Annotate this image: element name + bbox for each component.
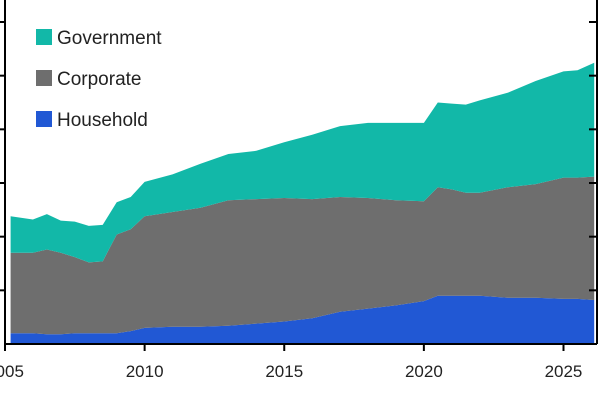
- legend-label-government: Government: [57, 28, 162, 49]
- series-area-corporate: [10, 176, 595, 335]
- x-tick-label-2015: 2015: [265, 362, 303, 381]
- legend: Government Corporate Household: [36, 28, 162, 131]
- x-tick-label-2005: 2005: [0, 362, 24, 381]
- x-tick-label-2025: 2025: [545, 362, 583, 381]
- axes: 2005 2010 2015 2020 2025: [0, 0, 598, 381]
- x-tick-label-2010: 2010: [126, 362, 164, 381]
- legend-swatch-corporate: [36, 70, 52, 86]
- legend-swatch-government: [36, 29, 52, 45]
- legend-label-corporate: Corporate: [57, 69, 142, 90]
- series-area-household: [10, 295, 595, 344]
- x-tick-label-2020: 2020: [405, 362, 443, 381]
- legend-swatch-household: [36, 111, 52, 127]
- area-layers: [10, 62, 595, 344]
- series-area-government: [10, 62, 595, 263]
- legend-label-household: Household: [57, 110, 148, 131]
